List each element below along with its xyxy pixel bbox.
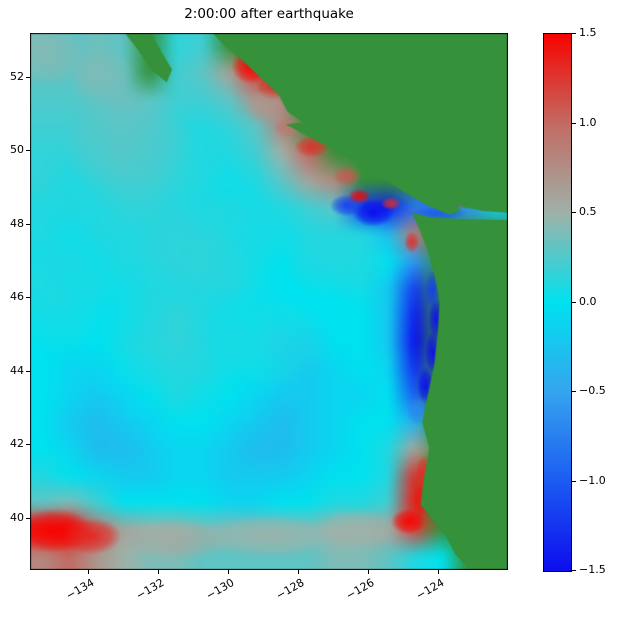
y-tick-label: 52 xyxy=(10,69,24,83)
y-tick-mark xyxy=(26,297,30,299)
y-tick-mark xyxy=(26,444,30,446)
x-tick-label: −124 xyxy=(413,576,447,603)
plot-title: 2:00:00 after earthquake xyxy=(184,6,354,22)
colorbar-tick-mark xyxy=(572,391,576,392)
y-tick-label: 42 xyxy=(10,437,24,451)
y-tick-mark xyxy=(26,150,30,152)
y-tick-mark xyxy=(26,76,30,78)
colorbar-tick-mark xyxy=(572,301,576,303)
y-tick-label: 46 xyxy=(10,290,24,304)
colorbar-tick-label: −1.0 xyxy=(579,473,606,487)
y-tick-mark xyxy=(26,517,30,519)
x-tick-label: −134 xyxy=(63,576,97,603)
x-tick-mark xyxy=(88,570,90,574)
x-tick-mark xyxy=(298,570,300,574)
colorbar-tick-label: −1.5 xyxy=(579,563,606,576)
x-tick-label: −130 xyxy=(203,576,237,603)
y-tick-mark xyxy=(26,223,30,225)
colorbar-tick-label: 0.5 xyxy=(579,205,597,218)
colorbar-tick-mark xyxy=(572,122,576,124)
y-tick-label: 44 xyxy=(10,363,24,377)
colorbar-tick-label: 0.0 xyxy=(579,294,597,308)
colorbar-tick-label: 1.0 xyxy=(579,115,597,129)
x-tick-mark xyxy=(158,570,160,574)
y-tick-mark xyxy=(26,370,30,372)
colorbar-tick-mark xyxy=(572,33,576,34)
colorbar-tick-label: 1.5 xyxy=(579,26,597,39)
x-tick-label: −126 xyxy=(343,576,377,603)
y-tick-label: 50 xyxy=(10,143,24,157)
y-tick-label: 40 xyxy=(10,510,24,524)
colorbar-tick-mark xyxy=(572,570,576,571)
x-tick-label: −132 xyxy=(133,576,167,603)
colorbar xyxy=(543,33,572,572)
colorbar-tick-mark xyxy=(572,212,576,213)
y-tick-label: 48 xyxy=(10,216,24,230)
x-tick-mark xyxy=(228,570,230,574)
tsunami-heatmap xyxy=(30,33,508,570)
x-tick-label: −128 xyxy=(273,576,307,603)
colorbar-tick-label: −0.5 xyxy=(579,384,606,397)
x-tick-mark xyxy=(368,570,370,574)
colorbar-tick-mark xyxy=(572,480,576,482)
x-tick-mark xyxy=(438,570,439,574)
